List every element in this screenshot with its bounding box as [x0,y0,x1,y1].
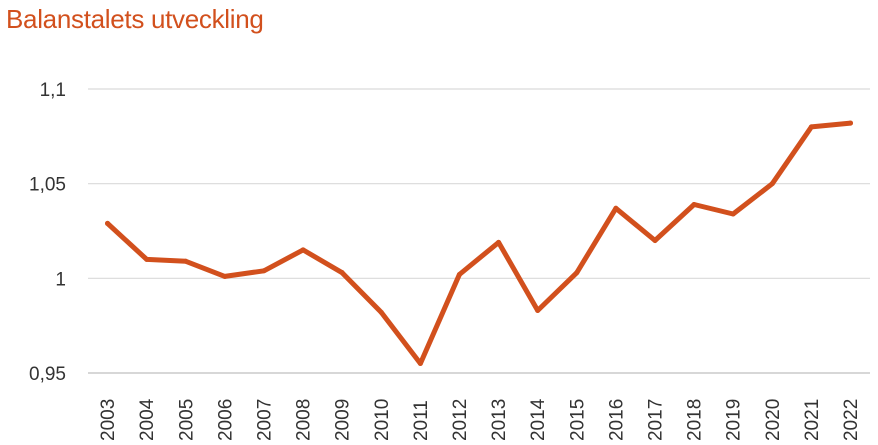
x-tick-label: 2019 [724,399,745,441]
data-point [261,268,267,274]
x-tick-label: 2003 [98,399,119,441]
x-tick-label: 2009 [333,399,354,441]
data-series [105,120,853,367]
y-tick-label: 1,1 [40,80,66,101]
data-point [300,247,306,253]
series-line [105,120,853,366]
data-point [456,272,462,278]
y-tick-label: 1 [55,269,66,290]
x-tick-label: 2017 [645,399,666,441]
data-point [144,256,150,262]
x-tick-label: 2006 [215,399,236,441]
data-point [613,205,619,211]
x-tick-label: 2014 [528,398,549,441]
x-tick-label: 2013 [489,399,510,441]
gridlines [88,88,870,279]
x-tick-label: 2022 [841,399,862,441]
x-tick-label: 2011 [411,400,432,441]
data-point [574,270,580,276]
data-point [105,220,111,226]
x-tick-label: 2021 [802,399,823,441]
data-point [339,270,345,276]
x-tick-label: 2020 [763,399,784,441]
x-tick-label: 2008 [294,399,315,441]
data-point [183,258,189,264]
data-point [652,237,658,243]
y-tick-label: 1,05 [29,175,66,196]
x-tick-label: 2015 [567,399,588,441]
data-point [847,120,853,126]
y-axis-tick-labels: 0,95 1 1,05 1,1 [29,80,66,385]
x-tick-label: 2012 [450,399,471,441]
data-point [222,273,228,279]
x-tick-label: 2007 [254,399,275,441]
data-point [691,201,697,207]
data-point [808,124,814,130]
data-point [496,239,502,245]
data-point [378,309,384,315]
data-point [417,361,423,367]
chart-title: Balanstalets utveckling [6,4,264,34]
y-tick-label: 0,95 [29,364,66,385]
x-tick-label: 2016 [606,399,627,441]
data-point [769,181,775,187]
x-tick-label: 2010 [372,399,393,441]
x-tick-label: 2004 [137,398,158,441]
data-point [730,211,736,217]
x-tick-label: 2005 [176,399,197,441]
x-axis-tick-labels: 2003 2004 2005 2006 2007 2008 2009 2010 2011 2012… [98,398,862,441]
data-point [535,308,541,314]
x-tick-label: 2018 [685,399,706,441]
